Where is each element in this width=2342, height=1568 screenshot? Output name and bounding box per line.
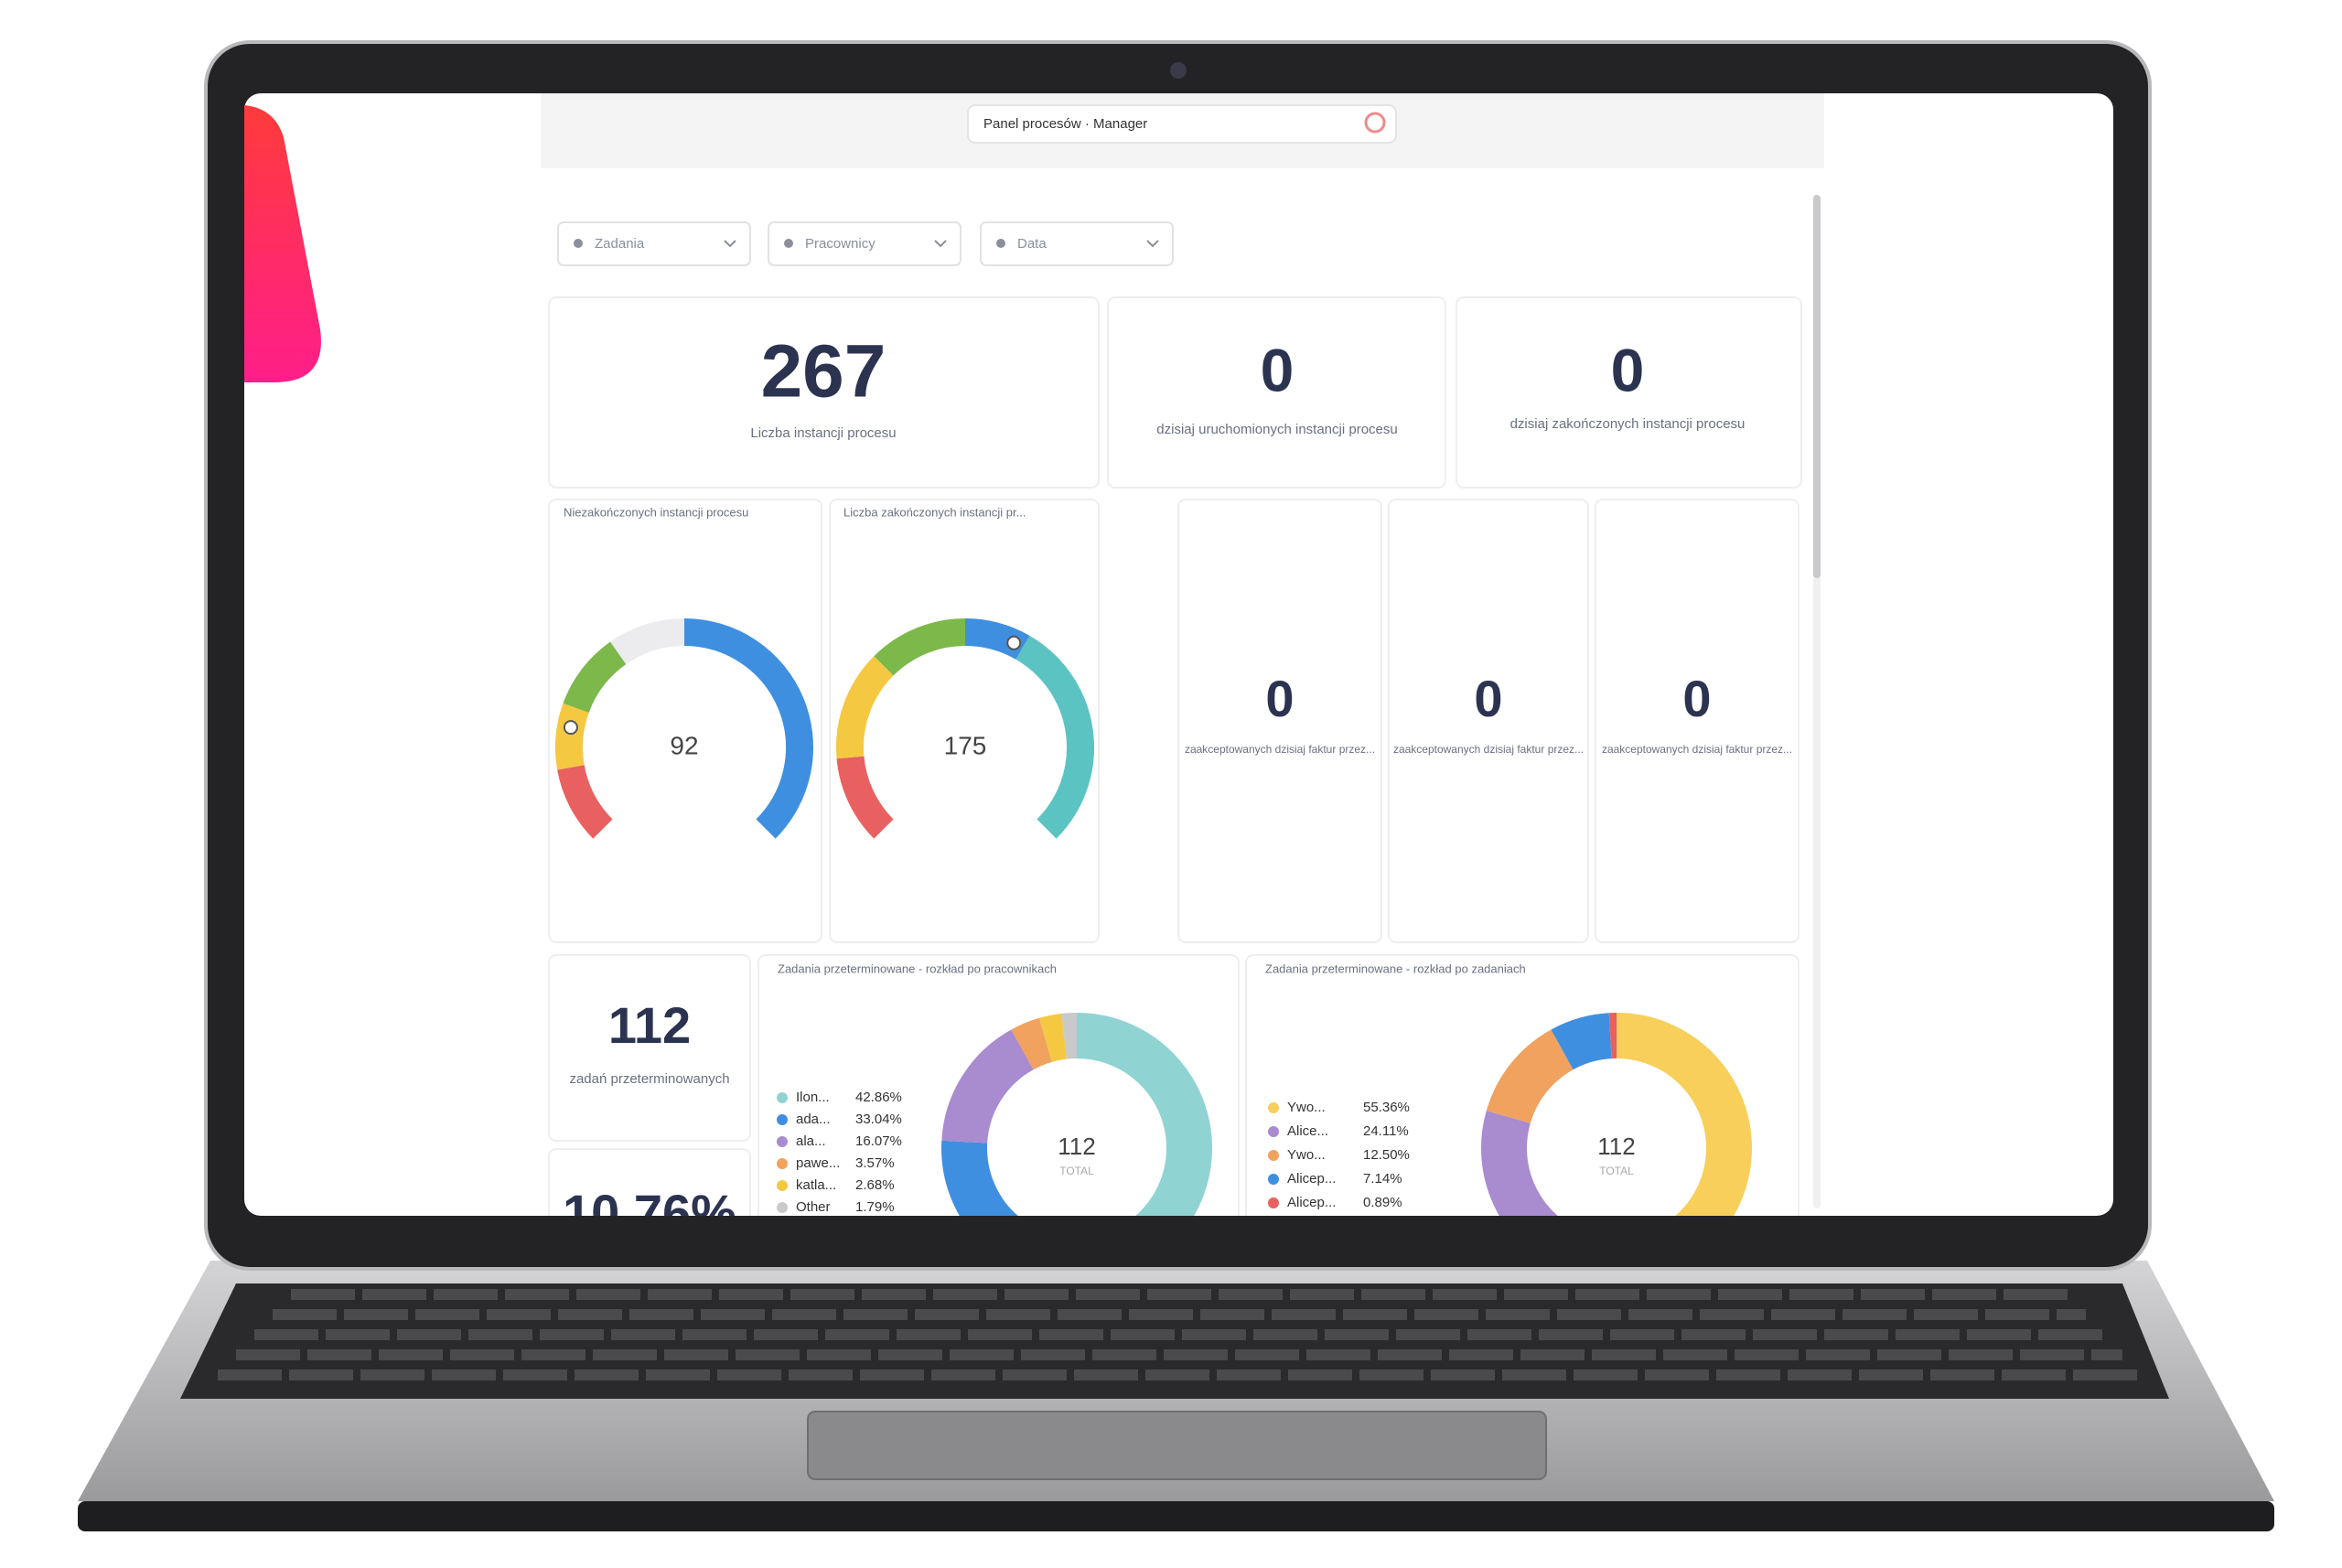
- gauge-segment: [569, 708, 576, 768]
- legend-name: Other: [796, 1199, 831, 1215]
- legend-value: 2.68%: [855, 1177, 895, 1193]
- donut-title: Zadania przeterminowane - rozkład po zad…: [1265, 961, 1526, 975]
- legend-name: pawe...: [796, 1155, 840, 1171]
- legend-value: 33.04%: [855, 1112, 902, 1127]
- donut-total: 112: [1058, 1133, 1095, 1160]
- kpi-value: 0: [1261, 336, 1295, 403]
- legend-swatch: [1268, 1197, 1279, 1208]
- legend-swatch: [1268, 1174, 1279, 1185]
- legend-name: ada...: [796, 1112, 831, 1127]
- gauge-card: [830, 499, 1099, 942]
- filter-label: Zadania: [595, 236, 645, 252]
- kpi-label: zadań przeterminowanych: [569, 1071, 729, 1087]
- legend-value: 55.36%: [1363, 1100, 1410, 1115]
- legend-name: Ywo...: [1287, 1100, 1326, 1115]
- donut-segment: [1563, 1036, 1611, 1049]
- legend-value: 42.86%: [855, 1090, 902, 1105]
- kpi-value: 0: [1474, 670, 1502, 727]
- legend-name: Ilon...: [796, 1090, 830, 1105]
- legend-name: Alicep...: [1287, 1171, 1336, 1187]
- legend-value: 1.79%: [855, 1199, 895, 1215]
- legend-name: katla...: [796, 1177, 836, 1193]
- filter-dropdown[interactable]: [558, 222, 750, 265]
- kpi-label: zaakceptowanych dzisiaj faktur przez...: [1185, 743, 1375, 756]
- legend-value: 12.50%: [1363, 1147, 1410, 1163]
- header-title: Panel procesów · Manager: [983, 116, 1147, 132]
- legend-swatch: [777, 1092, 788, 1103]
- kpi-value: 0: [1682, 670, 1711, 727]
- filter-icon: [784, 239, 793, 248]
- legend-name: Alice...: [1287, 1123, 1328, 1139]
- gauge-title: Liczba zakończonych instancji pr...: [843, 505, 1026, 519]
- donut-segment: [1022, 1040, 1045, 1050]
- legend-swatch: [777, 1136, 788, 1147]
- kpi-label: Liczba instancji procesu: [750, 425, 896, 441]
- donut-total: 112: [1597, 1133, 1635, 1160]
- kpi-value: 0: [1611, 336, 1645, 403]
- legend-swatch: [1268, 1150, 1279, 1161]
- legend-value: 7.14%: [1363, 1171, 1402, 1187]
- legend-swatch: [1268, 1126, 1279, 1137]
- legend-swatch: [777, 1202, 788, 1213]
- kpi-label: zaakceptowanych dzisiaj faktur przez...: [1393, 743, 1584, 756]
- legend-value: 24.11%: [1363, 1123, 1409, 1139]
- legend-value: 16.07%: [855, 1133, 902, 1149]
- legend-name: Alicep...: [1287, 1195, 1336, 1210]
- filter-icon: [996, 239, 1005, 248]
- kpi-value: 267: [761, 330, 886, 413]
- kpi-label: dzisiaj uruchomionych instancji procesu: [1156, 422, 1397, 437]
- donut-total-label: TOTAL: [1599, 1165, 1634, 1177]
- legend-swatch: [777, 1114, 788, 1125]
- gauge-pointer: [564, 721, 577, 734]
- donut-title: Zadania przeterminowane - rozkład po pra…: [778, 961, 1057, 975]
- legend-swatch: [1268, 1102, 1279, 1113]
- keyboard: [180, 1283, 2169, 1399]
- legend-name: Ywo...: [1287, 1147, 1326, 1163]
- gauge-pointer: [1007, 637, 1020, 650]
- filter-icon: [574, 239, 583, 248]
- scrollbar-thumb[interactable]: [1813, 195, 1821, 578]
- filter-label: Pracownicy: [805, 236, 876, 252]
- legend-swatch: [777, 1158, 788, 1169]
- gauge-title: Niezakończonych instancji procesu: [564, 505, 748, 519]
- filter-dropdown[interactable]: [981, 222, 1173, 265]
- legend-name: ala...: [796, 1133, 826, 1149]
- webcam: [1170, 62, 1187, 79]
- kpi-label: zaakceptowanych dzisiaj faktur przez...: [1602, 743, 1792, 756]
- legend-swatch: [777, 1180, 788, 1191]
- kpi-value: 112: [608, 996, 691, 1054]
- legend-value: 3.57%: [855, 1155, 895, 1171]
- filter-label: Data: [1017, 236, 1047, 252]
- kpi-label: dzisiaj zakończonych instancji procesu: [1510, 416, 1746, 432]
- base-edge: [78, 1501, 2274, 1531]
- legend-value: 0.89%: [1363, 1195, 1402, 1210]
- trackpad: [808, 1412, 1546, 1479]
- gauge-card: [549, 499, 822, 942]
- kpi-value: 0: [1265, 670, 1294, 727]
- donut-total-label: TOTAL: [1059, 1165, 1094, 1177]
- gauge-value: 92: [670, 731, 698, 759]
- donut-segment: [1046, 1036, 1064, 1040]
- gauge-value: 175: [944, 731, 987, 759]
